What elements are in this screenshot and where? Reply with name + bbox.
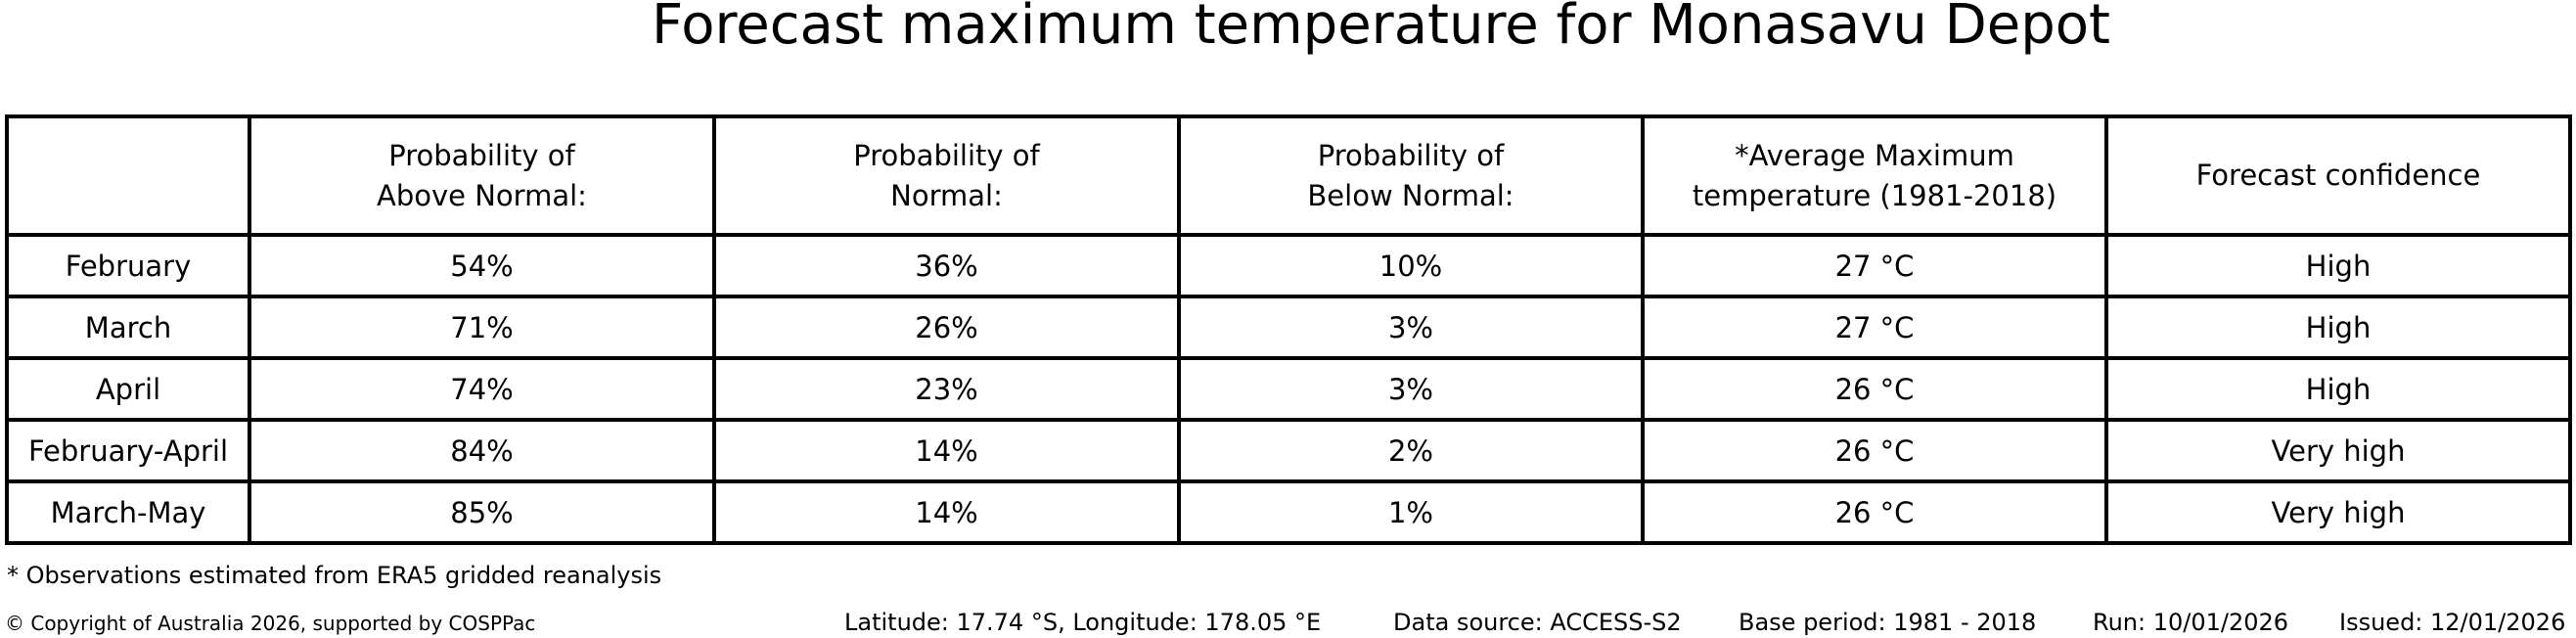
table-cell: 54% xyxy=(248,233,716,298)
copyright-text: © Copyright of Australia 2026, supported… xyxy=(5,612,536,635)
column-header-average-max-temperature: *Average Maximum temperature (1981-2018) xyxy=(1641,114,2108,237)
row-label: March-May xyxy=(5,479,251,545)
table-cell: High xyxy=(2104,356,2572,422)
table-row-february-april: February-April 84% 14% 2% 26 °C Very hig… xyxy=(5,418,2572,483)
table-row-march-may: March-May 85% 14% 1% 26 °C Very high xyxy=(5,479,2572,545)
table-cell: 26 °C xyxy=(1641,418,2108,483)
table-cell: 14% xyxy=(712,479,1181,545)
location-text: Latitude: 17.74 °S, Longitude: 178.05 °E xyxy=(844,609,1322,636)
row-label: February-April xyxy=(5,418,251,483)
column-header-below-normal: Probability of Below Normal: xyxy=(1177,114,1645,237)
table-cell: 14% xyxy=(712,418,1181,483)
table-cell: 27 °C xyxy=(1641,295,2108,360)
table-cell: 23% xyxy=(712,356,1181,422)
data-source-text: Data source: ACCESS-S2 xyxy=(1393,609,1682,636)
table-cell: 84% xyxy=(248,418,716,483)
row-label: April xyxy=(5,356,251,422)
column-header-above-normal: Probability of Above Normal: xyxy=(248,114,716,237)
row-label: February xyxy=(5,233,251,298)
footnote: * Observations estimated from ERA5 gridd… xyxy=(7,562,662,589)
table-cell: 3% xyxy=(1177,295,1645,360)
table-cell: Very high xyxy=(2104,418,2572,483)
table-cell: 26 °C xyxy=(1641,479,2108,545)
table-cell: 26% xyxy=(712,295,1181,360)
table-cell: 26 °C xyxy=(1641,356,2108,422)
corner-cell xyxy=(5,114,251,237)
forecast-table: Probability of Above Normal: Probability… xyxy=(5,114,2572,545)
column-header-forecast-confidence: Forecast confidence xyxy=(2104,114,2572,237)
table-cell: 74% xyxy=(248,356,716,422)
table-cell: High xyxy=(2104,233,2572,298)
table-cell: 85% xyxy=(248,479,716,545)
header-row: Probability of Above Normal: Probability… xyxy=(5,114,2572,237)
base-period-text: Base period: 1981 - 2018 xyxy=(1739,609,2037,636)
page-title: Forecast maximum temperature for Monasav… xyxy=(652,0,2110,57)
table-row-april: April 74% 23% 3% 26 °C High xyxy=(5,356,2572,422)
table-cell: 3% xyxy=(1177,356,1645,422)
table-cell: High xyxy=(2104,295,2572,360)
table-cell: Very high xyxy=(2104,479,2572,545)
table-cell: 71% xyxy=(248,295,716,360)
table-cell: 10% xyxy=(1177,233,1645,298)
row-label: March xyxy=(5,295,251,360)
table-cell: 36% xyxy=(712,233,1181,298)
table-row-march: March 71% 26% 3% 27 °C High xyxy=(5,295,2572,360)
table-cell: 2% xyxy=(1177,418,1645,483)
column-header-normal: Probability of Normal: xyxy=(712,114,1181,237)
run-date-text: Run: 10/01/2026 xyxy=(2093,609,2289,636)
table-cell: 27 °C xyxy=(1641,233,2108,298)
table-row-february: February 54% 36% 10% 27 °C High xyxy=(5,233,2572,298)
table-cell: 1% xyxy=(1177,479,1645,545)
issued-date-text: Issued: 12/01/2026 xyxy=(2339,609,2566,636)
